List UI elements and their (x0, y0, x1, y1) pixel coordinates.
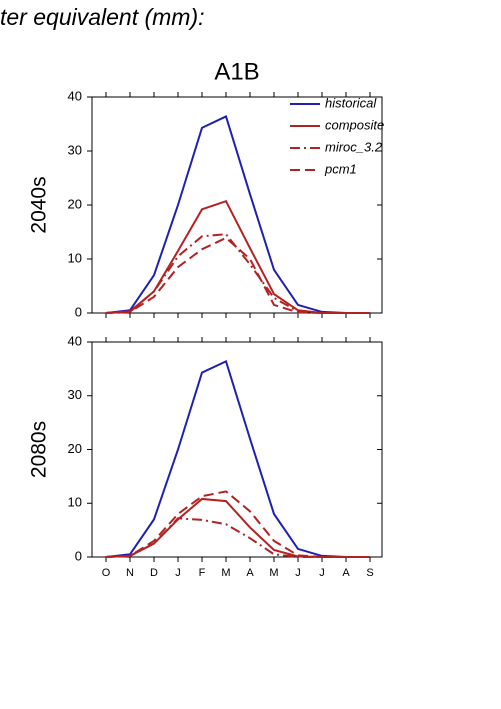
x-tick-label: A (342, 567, 350, 579)
y-tick-label: 10 (68, 495, 82, 510)
x-tick-label: O (102, 567, 111, 579)
data-line (105, 233, 370, 314)
x-tick-label: N (126, 567, 134, 579)
y-tick-label: 30 (68, 387, 82, 402)
legend-label: pcm1 (324, 161, 357, 176)
x-tick-label: M (221, 567, 230, 579)
legend-label: composite (325, 117, 384, 132)
x-tick-label: J (295, 567, 301, 579)
data-line (105, 517, 370, 558)
x-tick-label: D (150, 567, 158, 579)
x-tick-label: F (199, 567, 206, 579)
y-tick-label: 10 (68, 250, 82, 265)
y-tick-label: 20 (68, 196, 82, 211)
page-header: ter equivalent (mm): (0, 4, 205, 30)
chart-title: A1B (214, 58, 259, 85)
y-axis-label: 2080s (28, 421, 51, 478)
y-tick-label: 0 (75, 548, 82, 563)
x-tick-label: J (319, 567, 325, 579)
data-line (105, 236, 370, 314)
y-tick-label: 30 (68, 142, 82, 157)
x-tick-label: J (175, 567, 181, 579)
legend-label: historical (325, 95, 377, 110)
y-axis-label: 2040s (28, 176, 51, 233)
y-tick-label: 40 (68, 88, 82, 103)
x-tick-label: A (246, 567, 254, 579)
x-tick-label: S (366, 567, 373, 579)
legend-label: miroc_3.2 (325, 139, 383, 154)
y-tick-label: 40 (68, 333, 82, 348)
x-tick-label: M (269, 567, 278, 579)
y-tick-label: 20 (68, 441, 82, 456)
y-tick-label: 0 (75, 304, 82, 319)
data-line (105, 490, 370, 558)
